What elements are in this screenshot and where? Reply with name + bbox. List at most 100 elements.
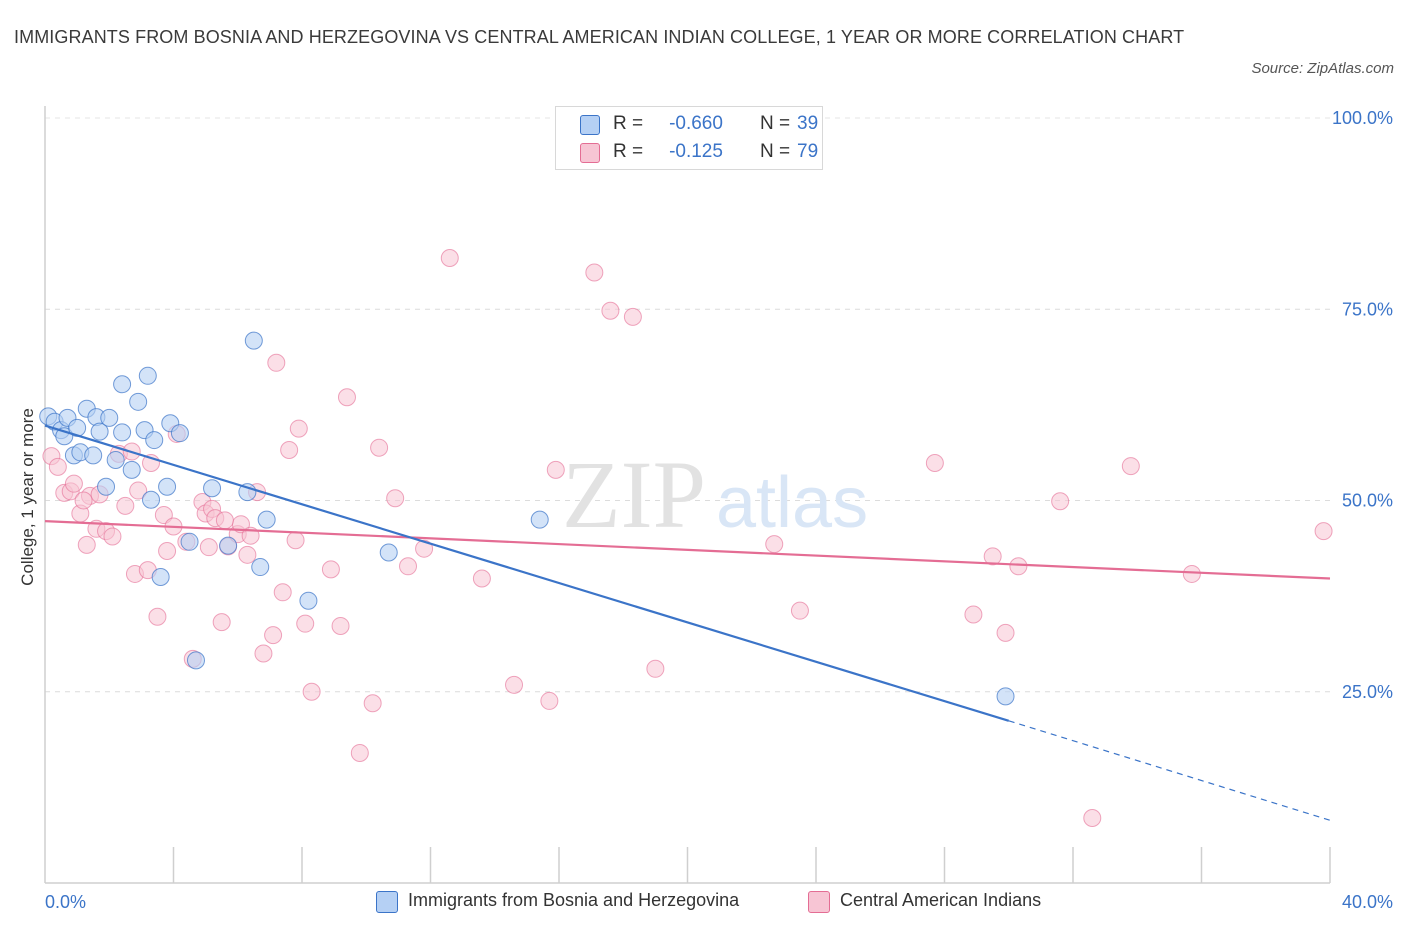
data-point-central-american-indians — [1314, 522, 1333, 541]
data-point-bosnia — [142, 490, 161, 509]
data-point-central-american-indians — [996, 623, 1015, 642]
y-tick-label: 50.0% — [1342, 491, 1393, 511]
data-point-central-american-indians — [1182, 564, 1201, 583]
watermark-zip: ZIP — [562, 441, 706, 548]
data-point-bosnia — [100, 408, 119, 427]
chart-title: IMMIGRANTS FROM BOSNIA AND HERZEGOVINA V… — [14, 27, 1185, 47]
data-point-central-american-indians — [77, 535, 96, 554]
data-point-bosnia — [90, 422, 109, 441]
data-point-bosnia — [145, 431, 164, 450]
data-point-central-american-indians — [964, 605, 983, 624]
data-point-central-american-indians — [289, 419, 308, 438]
legend-n-label: N = — [760, 113, 791, 134]
data-point-central-american-indians — [1051, 492, 1070, 511]
data-point-central-american-indians — [790, 601, 809, 620]
data-point-central-american-indians — [302, 682, 321, 701]
data-point-central-american-indians — [337, 388, 356, 407]
data-point-bosnia — [113, 375, 132, 394]
data-point-central-american-indians — [264, 626, 283, 645]
data-point-central-american-indians — [623, 307, 642, 326]
y-tick-label: 100.0% — [1332, 108, 1393, 128]
data-point-central-american-indians — [296, 614, 315, 633]
data-point-bosnia — [251, 558, 270, 577]
legend-r-value: -0.125 — [669, 141, 723, 162]
data-point-bosnia — [257, 510, 276, 529]
data-point-central-american-indians — [540, 691, 559, 710]
data-point-bosnia — [203, 479, 222, 498]
correlation-legend: R = -0.660 N = 39 R = -0.125 N = 79 — [555, 106, 823, 170]
data-point-central-american-indians — [440, 248, 459, 267]
data-point-bosnia — [158, 477, 177, 496]
bottom-legend-label: Immigrants from Bosnia and Herzegovina — [408, 890, 740, 910]
data-point-central-american-indians — [286, 531, 305, 550]
series-bosnia-herzegovina — [39, 331, 1015, 706]
tick-labels: 100.0% 75.0% 50.0% 25.0% 0.0% 40.0% — [45, 108, 1393, 912]
data-point-bosnia — [299, 591, 318, 610]
data-point-central-american-indians — [546, 460, 565, 479]
data-point-bosnia — [138, 366, 157, 385]
legend-r-value: -0.660 — [669, 113, 723, 134]
data-point-central-american-indians — [505, 675, 524, 694]
data-point-central-american-indians — [585, 263, 604, 282]
data-point-central-american-indians — [321, 560, 340, 579]
gridlines — [45, 117, 1330, 693]
data-point-bosnia — [84, 446, 103, 465]
data-point-central-american-indians — [399, 557, 418, 576]
data-point-central-american-indians — [363, 694, 382, 713]
x-tick-label: 0.0% — [45, 892, 86, 912]
watermark-atlas: atlas — [716, 463, 868, 543]
data-point-central-american-indians — [212, 613, 231, 632]
x-tick-label: 40.0% — [1342, 892, 1393, 912]
trend-line-bosnia-extension — [1008, 720, 1331, 821]
data-point-central-american-indians — [1121, 457, 1140, 476]
data-point-central-american-indians — [331, 616, 350, 635]
data-point-bosnia — [996, 687, 1015, 706]
data-point-central-american-indians — [116, 496, 135, 515]
legend-r-label: R = — [613, 113, 644, 134]
data-point-bosnia — [186, 651, 205, 670]
data-point-central-american-indians — [154, 506, 173, 525]
source-label: Source: ZipAtlas.com — [1251, 60, 1394, 77]
data-point-central-american-indians — [1083, 808, 1102, 827]
legend-n-value: 79 — [797, 141, 819, 162]
data-point-central-american-indians — [350, 743, 369, 762]
y-tick-label: 75.0% — [1342, 299, 1393, 319]
data-point-central-american-indians — [48, 457, 67, 476]
data-point-central-american-indians — [254, 644, 273, 663]
data-point-central-american-indians — [273, 583, 292, 602]
data-point-bosnia — [379, 543, 398, 562]
data-point-bosnia — [129, 392, 148, 411]
data-point-central-american-indians — [74, 491, 93, 510]
data-point-bosnia — [219, 536, 238, 555]
data-point-bosnia — [106, 450, 125, 469]
data-point-central-american-indians — [472, 569, 491, 588]
data-point-central-american-indians — [103, 527, 122, 546]
legend-swatch-pink — [580, 143, 600, 163]
data-point-bosnia — [113, 423, 132, 442]
data-point-central-american-indians — [370, 438, 389, 457]
legend-n-value: 39 — [797, 113, 819, 134]
data-point-central-american-indians — [646, 659, 665, 678]
data-point-central-american-indians — [386, 489, 405, 508]
data-point-central-american-indians — [215, 511, 234, 530]
data-point-bosnia — [180, 532, 199, 551]
data-point-central-american-indians — [267, 353, 286, 372]
data-point-bosnia — [151, 568, 170, 586]
data-point-central-american-indians — [129, 481, 148, 500]
axes — [44, 106, 1331, 884]
data-point-central-american-indians — [238, 545, 257, 564]
data-point-bosnia — [170, 424, 189, 443]
data-point-central-american-indians — [601, 301, 620, 320]
data-point-central-american-indians — [280, 441, 299, 460]
data-point-central-american-indians — [983, 547, 1002, 566]
legend-n-label: N = — [760, 141, 791, 162]
legend-swatch-blue — [580, 115, 600, 135]
data-point-bosnia — [122, 460, 141, 479]
trend-line-bosnia — [44, 424, 1010, 722]
data-point-central-american-indians — [64, 474, 83, 493]
data-point-central-american-indians — [199, 538, 218, 557]
watermark: ZIP atlas — [562, 441, 868, 548]
data-point-bosnia — [244, 331, 263, 350]
data-point-central-american-indians — [158, 541, 177, 560]
